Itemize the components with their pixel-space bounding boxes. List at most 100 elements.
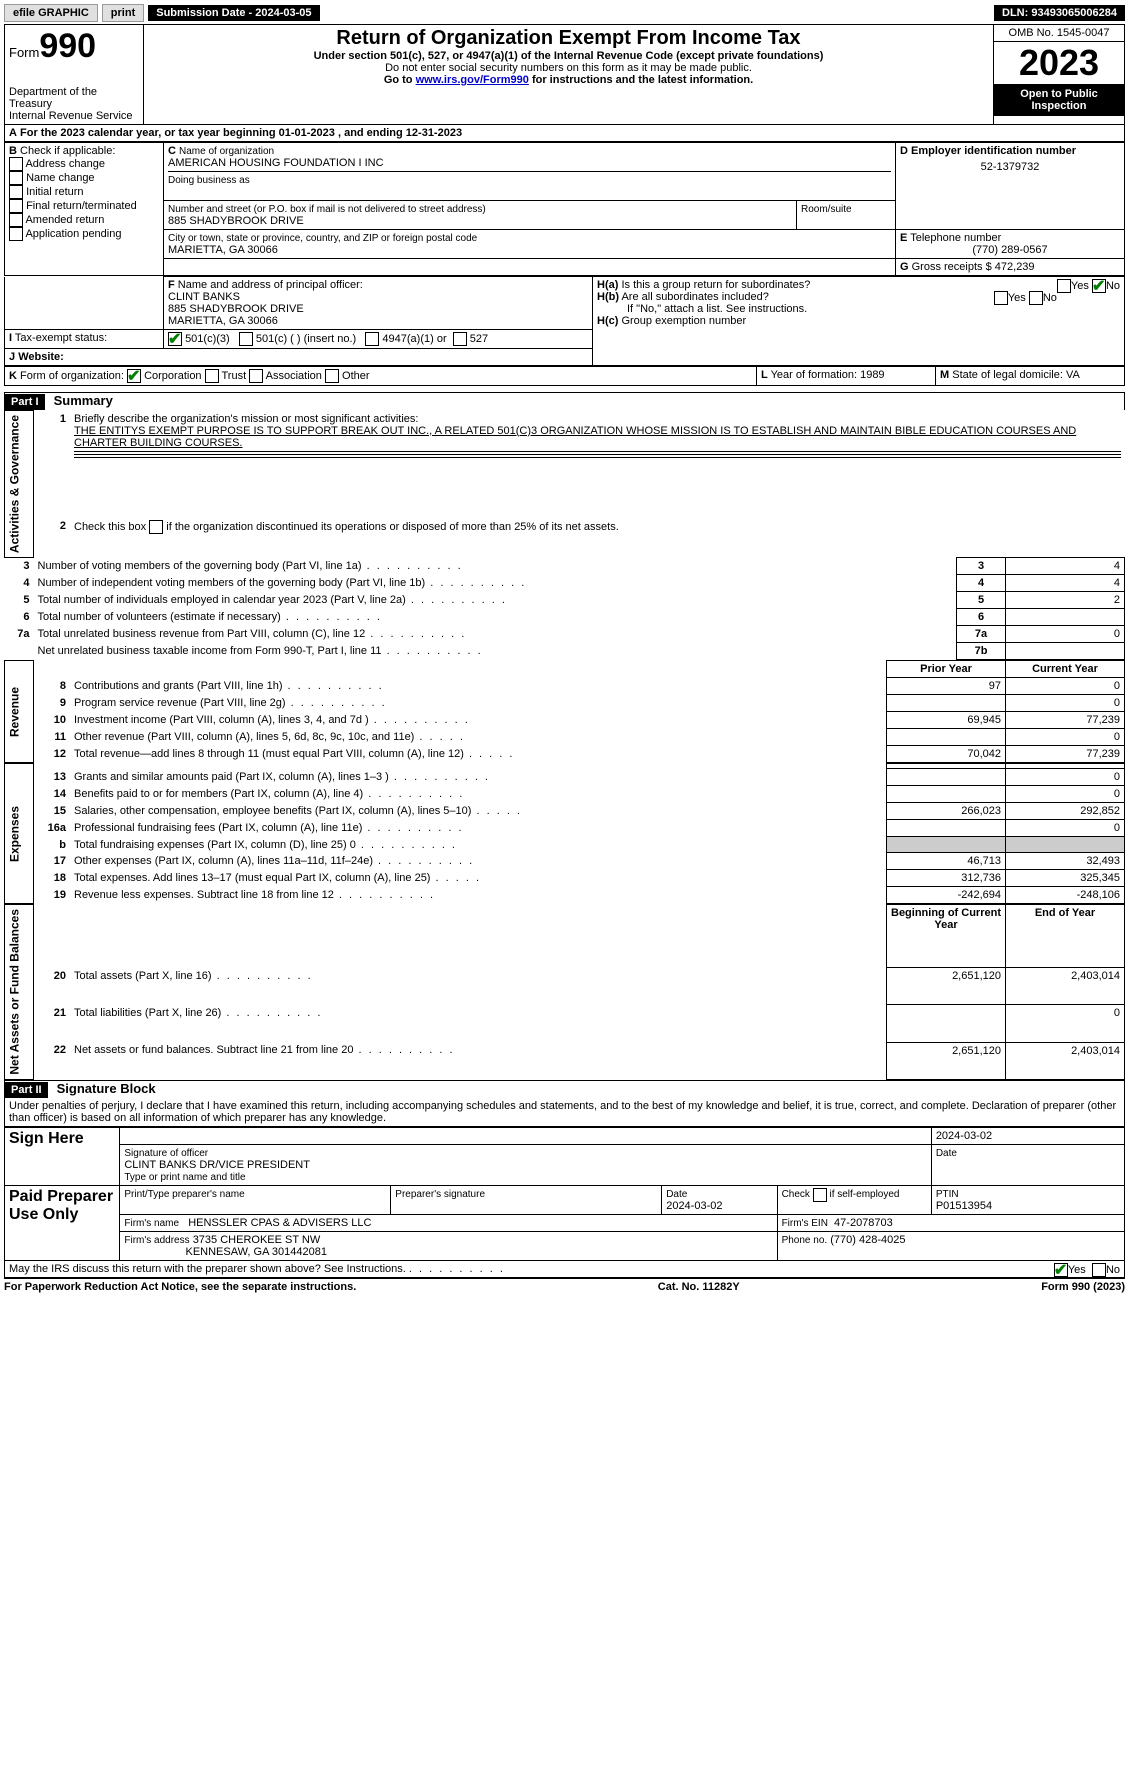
print-button[interactable]: print [102,4,144,22]
cb-final-return[interactable] [9,199,23,213]
box-a: A For the 2023 calendar year, or tax yea… [4,125,1125,142]
lbl-4947: 4947(a)(1) or [382,333,446,345]
cb-501c3[interactable] [168,332,182,346]
cb-ha-no[interactable] [1092,279,1106,293]
efile-button[interactable]: efile GRAPHIC [4,4,98,22]
irs-link[interactable]: www.irs.gov/Form990 [416,74,529,86]
part1-title: Summary [48,393,113,408]
tax-year-end: 12-31-2023 [406,127,462,139]
signature-table: Sign Here 2024-03-02 Signature of office… [4,1127,1125,1261]
lbl-initial-return: Initial return [26,186,83,198]
side-gov: Activities & Governance [5,411,34,558]
officer-sig-name: CLINT BANKS DR/VICE PRESIDENT [124,1159,310,1171]
line-12: 12Total revenue—add lines 8 through 11 (… [5,746,1125,763]
cb-assoc[interactable] [249,369,263,383]
goto-post: for instructions and the latest informat… [529,74,753,86]
ein-label: Employer identification number [911,145,1076,157]
goto-pre: Go to [384,74,416,86]
dots [409,1263,505,1275]
sign-here: Sign Here [5,1127,120,1185]
firm-name-label: Firm's name [124,1218,179,1229]
cb-4947[interactable] [365,332,379,346]
gov-line-7a: 7aTotal unrelated business revenue from … [5,626,1125,643]
form-header: Form990 Department of the TreasuryIntern… [4,24,1125,125]
cb-amended[interactable] [9,213,23,227]
dln: DLN: 93493065006284 [994,5,1125,21]
cb-address-change[interactable] [9,157,23,171]
submission-date: Submission Date - 2024-03-05 [148,5,319,21]
cb-discuss-no[interactable] [1092,1263,1106,1277]
org-name-label: Name of organization [179,146,274,157]
type-name-label: Type or print name and title [124,1172,245,1183]
part1-header: Part I [5,394,45,410]
gross-label: Gross receipts $ [912,261,992,273]
subtitle-2: Do not enter social security numbers on … [148,62,989,74]
line2: Check this box if the organization disco… [74,521,619,533]
room-label: Room/suite [801,204,852,215]
cb-527[interactable] [453,332,467,346]
dept-label: Department of the TreasuryInternal Reven… [9,86,139,122]
footer-left: For Paperwork Reduction Act Notice, see … [4,1281,356,1293]
firm-phone: (770) 428-4025 [830,1234,905,1246]
line-22: 22Net assets or fund balances. Subtract … [5,1042,1125,1079]
revenue-table: RevenuePrior YearCurrent Year8Contributi… [4,660,1125,763]
line-21: 21Total liabilities (Part X, line 26)0 [5,1005,1125,1042]
declaration: Under penalties of perjury, I declare th… [4,1098,1125,1127]
dba-label: Doing business as [168,175,250,186]
ptin-label: PTIN [936,1189,959,1200]
footer-right: Form 990 (2023) [1041,1281,1125,1293]
officer-label: Name and address of principal officer: [178,279,363,291]
cb-line2[interactable] [149,520,163,534]
sig-date: 2024-03-02 [931,1127,1124,1144]
lbl-no: No [1106,280,1120,292]
part2-title: Signature Block [51,1081,156,1096]
cb-trust[interactable] [205,369,219,383]
hb-note: If "No," attach a list. See instructions… [597,303,807,315]
omb-number: OMB No. 1545-0047 [994,25,1124,42]
discuss-label: May the IRS discuss this return with the… [9,1263,406,1275]
lbl-app-pending: Application pending [25,228,121,240]
firm-phone-label: Phone no. [782,1235,828,1246]
pt-date: 2024-03-02 [666,1200,722,1212]
footer-mid: Cat. No. 11282Y [658,1281,740,1293]
line-14: 14Benefits paid to or for members (Part … [5,786,1125,803]
cb-initial-return[interactable] [9,185,23,199]
cb-ha-yes[interactable] [1057,279,1071,293]
hc-label: Group exemption number [621,315,746,327]
form-org-label: Form of organization: [20,370,124,382]
cb-name-change[interactable] [9,171,23,185]
lbl-no2: No [1043,292,1057,304]
org-name: AMERICAN HOUSING FOUNDATION I INC [168,157,384,169]
ha-label: Is this a group return for subordinates? [621,279,810,291]
form-number: 990 [39,27,96,65]
cb-discuss-yes[interactable] [1054,1263,1068,1277]
firm-addr1: 3735 CHEROKEE ST NW [193,1234,321,1246]
line-16a: 16aProfessional fundraising fees (Part I… [5,820,1125,837]
officer-name: CLINT BANKS [168,291,240,303]
lbl-501c: 501(c) ( ) (insert no.) [256,333,356,345]
cb-corp[interactable] [127,369,141,383]
lbl-amended: Amended return [25,214,104,226]
sig-officer-label: Signature of officer [124,1148,208,1159]
pt-date-label: Date [666,1189,687,1200]
line-17: 17Other expenses (Part IX, column (A), l… [5,853,1125,870]
gov-line-6: 6Total number of volunteers (estimate if… [5,609,1125,626]
cb-self-emp[interactable] [813,1188,827,1202]
line-19: 19Revenue less expenses. Subtract line 1… [5,887,1125,904]
lbl-name-change: Name change [26,172,95,184]
gov-line-5: 5Total number of individuals employed in… [5,592,1125,609]
cb-hb-no[interactable] [1029,291,1043,305]
cb-hb-yes[interactable] [994,291,1008,305]
line-9: 9Program service revenue (Part VIII, lin… [5,695,1125,712]
street-label: Number and street (or P.O. box if mail i… [168,204,486,215]
cb-other[interactable] [325,369,339,383]
cb-app-pending[interactable] [9,227,23,241]
year-formation: 1989 [860,369,884,381]
line-13: 13Grants and similar amounts paid (Part … [5,769,1125,786]
footer: For Paperwork Reduction Act Notice, see … [4,1278,1125,1293]
tax-year-begin: 01-01-2023 [279,127,335,139]
cb-501c[interactable] [239,332,253,346]
pt-sig-label: Preparer's signature [395,1189,485,1200]
form-org-table: K Form of organization: Corporation Trus… [4,366,1125,386]
line-8: 8Contributions and grants (Part VIII, li… [5,678,1125,695]
